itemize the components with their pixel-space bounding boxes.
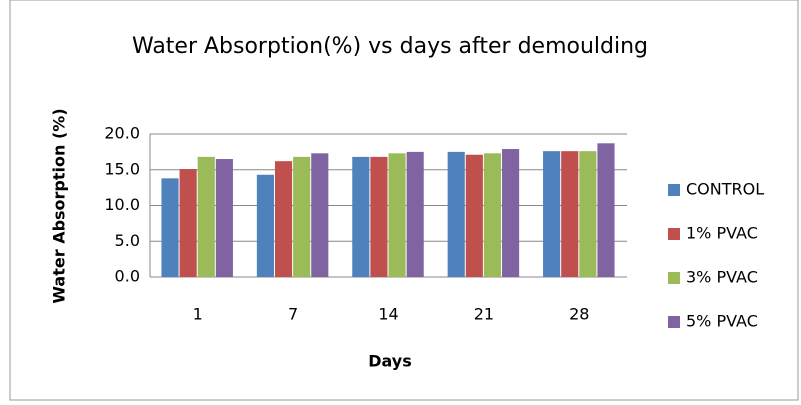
legend-swatch bbox=[668, 184, 680, 196]
legend-swatch bbox=[668, 316, 680, 328]
legend-label: 1% PVAC bbox=[686, 224, 758, 243]
y-tick-label: 5.0 bbox=[115, 231, 140, 250]
bar bbox=[256, 174, 274, 277]
y-tick-label: 20.0 bbox=[104, 124, 140, 143]
y-tick-label: 10.0 bbox=[104, 195, 140, 214]
y-axis-label: Water Absorption (%) bbox=[50, 108, 69, 303]
bar bbox=[388, 153, 406, 277]
bar bbox=[215, 159, 233, 277]
x-tick-label: 7 bbox=[288, 305, 298, 324]
x-tick-label: 14 bbox=[378, 305, 398, 324]
y-tick-label: 15.0 bbox=[104, 159, 140, 178]
chart-title: Water Absorption(%) vs days after demoul… bbox=[132, 34, 648, 59]
bar bbox=[483, 153, 502, 277]
bar bbox=[274, 161, 293, 277]
bar bbox=[179, 169, 197, 277]
x-axis-label: Days bbox=[368, 352, 412, 371]
bar bbox=[543, 151, 561, 277]
bar bbox=[406, 151, 424, 277]
bar bbox=[161, 178, 179, 277]
bar bbox=[597, 143, 615, 277]
bar bbox=[197, 156, 215, 277]
legend-swatch bbox=[668, 228, 680, 240]
bar bbox=[465, 154, 483, 277]
bar bbox=[447, 151, 465, 277]
bar bbox=[311, 153, 329, 277]
x-tick-label: 21 bbox=[474, 305, 494, 324]
bar bbox=[502, 149, 520, 277]
legend-label: CONTROL bbox=[686, 180, 764, 199]
bar bbox=[579, 151, 597, 277]
legend-label: 3% PVAC bbox=[686, 268, 758, 287]
bar bbox=[561, 151, 579, 277]
x-tick-label: 1 bbox=[193, 305, 203, 324]
legend-label: 5% PVAC bbox=[686, 312, 758, 331]
legend-swatch bbox=[668, 272, 680, 284]
bar bbox=[370, 156, 388, 277]
y-tick-label: 0.0 bbox=[115, 267, 140, 286]
x-tick-label: 28 bbox=[569, 305, 589, 324]
bar bbox=[293, 156, 311, 277]
bar bbox=[352, 156, 370, 277]
